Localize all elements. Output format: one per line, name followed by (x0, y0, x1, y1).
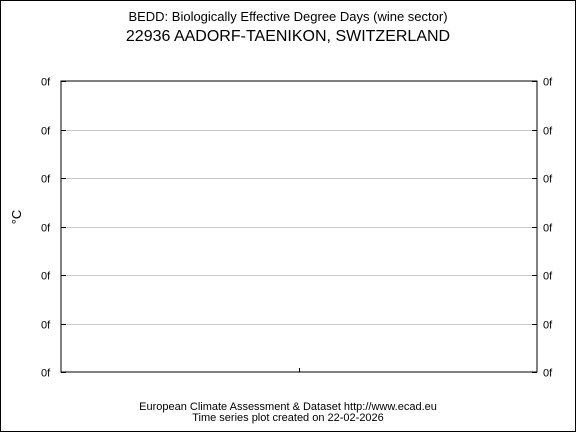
y-tick-label-right: 0f (543, 320, 553, 332)
chart-subtitle: 22936 AADORF-TAENIKON, SWITZERLAND (125, 28, 451, 45)
plot-area (60, 80, 538, 373)
y-tick-label-right: 0f (543, 368, 553, 380)
footer-credit: European Climate Assessment & Dataset ht… (139, 401, 437, 413)
y-tick-label-left: 0f (41, 368, 51, 380)
grid-lines (61, 130, 537, 325)
tick-labels: 0f 0f 0f 0f 0f 0f 0f 0f 0f 0f 0f 0f 0f 0f (41, 77, 553, 380)
y-axis-label: °C (9, 210, 24, 225)
y-tick-label-left: 0f (41, 174, 51, 186)
y-tick-label-left: 0f (41, 271, 51, 283)
footer-created-date: Time series plot created on 22-02-2026 (192, 412, 384, 424)
axis-ticks (61, 81, 537, 373)
y-tick-label-left: 0f (41, 126, 51, 138)
y-tick-label-left: 0f (41, 77, 51, 89)
y-tick-label-left: 0f (41, 320, 51, 332)
y-tick-label-right: 0f (543, 223, 553, 235)
y-tick-label-right: 0f (543, 271, 553, 283)
y-tick-label-left: 0f (41, 223, 51, 235)
y-tick-label-right: 0f (543, 174, 553, 186)
chart-title: BEDD: Biologically Effective Degree Days… (128, 9, 448, 24)
y-tick-label-right: 0f (543, 126, 553, 138)
y-tick-label-right: 0f (543, 77, 553, 89)
